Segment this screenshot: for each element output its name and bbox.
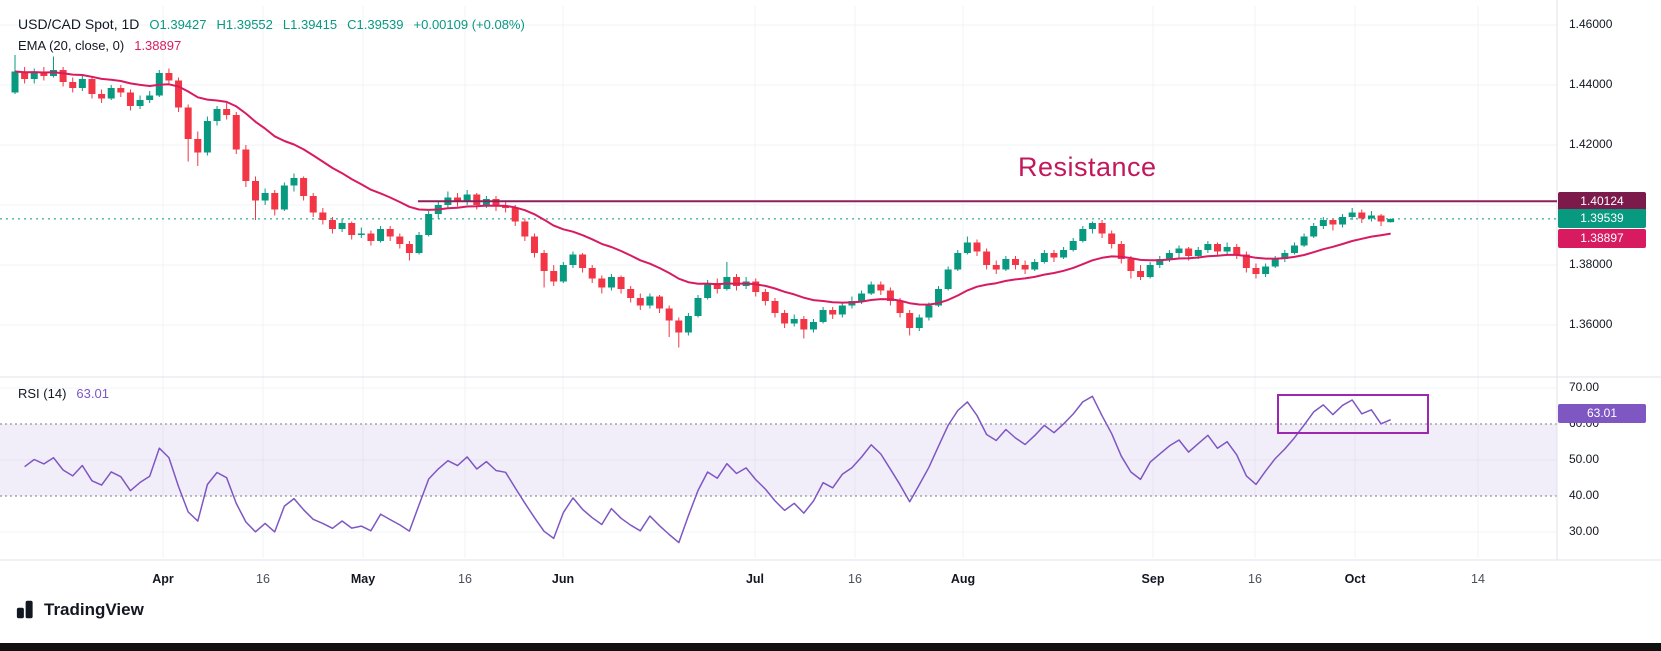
axis-label: 30.00: [1569, 524, 1600, 538]
change-value: +0.00109 (+0.08%): [413, 17, 525, 32]
ohlc-low-value: 1.39415: [290, 17, 338, 32]
ohlc-close-label: C: [347, 17, 357, 32]
rsi-line: [24, 395, 1391, 544]
time-axis-label: 16: [458, 572, 472, 586]
rsi-value: 63.01: [76, 386, 109, 401]
axis-label: 1.44000: [1569, 77, 1613, 91]
ohlc-high-value: 1.39552: [225, 17, 273, 32]
ohlc-open: O1.39427: [149, 17, 206, 32]
symbol-title[interactable]: USD/CAD Spot, 1D: [18, 16, 140, 32]
time-axis-label: 16: [256, 572, 270, 586]
symbol-legend: USD/CAD Spot, 1D O1.39427 H1.39552 L1.39…: [18, 16, 525, 32]
candlesticks: [11, 55, 1395, 348]
axis-label: 1.38000: [1569, 257, 1613, 271]
rsi-badge: 63.01: [1558, 403, 1646, 423]
ohlc-high-label: H: [216, 17, 226, 32]
ohlc-open-label: O: [149, 17, 160, 32]
time-axis-label: Oct: [1344, 572, 1366, 586]
rsi-band: [0, 424, 1557, 496]
ohlc-high: H1.39552: [217, 17, 273, 32]
ema-label[interactable]: EMA (20, close, 0): [18, 38, 125, 53]
resistance-badge: 1.40124: [1558, 191, 1646, 211]
tradingview-logo[interactable]: TradingView: [16, 599, 144, 620]
axis-label: 1.42000: [1569, 137, 1613, 151]
axis-label: 1.36000: [1569, 317, 1613, 331]
time-axis-label: Jul: [745, 572, 765, 586]
ohlc-open-value: 1.39427: [159, 17, 207, 32]
axis-label: 1.46000: [1569, 17, 1613, 31]
time-axis-label: Aug: [950, 572, 976, 586]
ohlc-low: L1.39415: [283, 17, 337, 32]
gridlines: [0, 6, 1557, 558]
tradingview-logo-text: TradingView: [44, 599, 144, 619]
time-axis[interactable]: Apr 16 May 16 Jun Jul 16 Aug Sep 16 Oct 14: [0, 561, 1557, 593]
rsi-highlight-box[interactable]: [1277, 394, 1429, 434]
tradingview-logo-icon: [16, 600, 33, 619]
ohlc-low-label: L: [282, 17, 291, 32]
ema-legend: EMA (20, close, 0) 1.38897: [18, 38, 181, 53]
axis-label: 50.00: [1569, 452, 1600, 466]
last-price-badge: 1.39539: [1558, 209, 1646, 229]
price-axis[interactable]: 1.46000 1.44000 1.42000 1.38000 1.36000 70.00…: [1557, 0, 1661, 560]
page-bottom-bar: [0, 643, 1661, 651]
rsi-label[interactable]: RSI (14): [18, 386, 67, 401]
ohlc-close-value: 1.39539: [356, 17, 404, 32]
time-axis-label: 16: [848, 572, 862, 586]
rsi-legend: RSI (14) 63.01: [18, 386, 109, 401]
time-axis-label: Jun: [551, 572, 575, 586]
ema-line: [14, 70, 1391, 306]
time-axis-label: Sep: [1141, 572, 1165, 586]
time-axis-label: 16: [1248, 572, 1262, 586]
ema-value: 1.38897: [134, 38, 182, 53]
ema-badge: 1.38897: [1558, 228, 1646, 248]
time-axis-label: May: [350, 572, 376, 586]
time-axis-label: 14: [1471, 572, 1485, 586]
axis-label: 70.00: [1569, 380, 1600, 394]
resistance-annotation[interactable]: Resistance: [1018, 152, 1157, 182]
axis-label: 40.00: [1569, 488, 1600, 502]
time-axis-label: Apr: [152, 572, 174, 586]
ohlc-close: C1.39539: [347, 17, 403, 32]
